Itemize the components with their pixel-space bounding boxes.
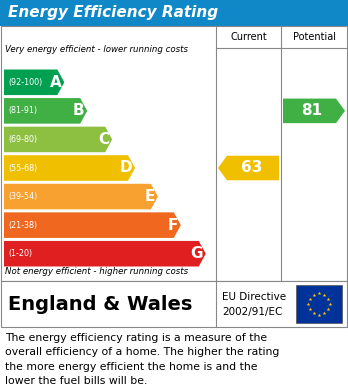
Polygon shape — [283, 99, 345, 123]
Text: Current: Current — [230, 32, 267, 42]
Text: (1-20): (1-20) — [8, 249, 32, 258]
Text: Potential: Potential — [293, 32, 336, 42]
Text: 2002/91/EC: 2002/91/EC — [222, 307, 282, 317]
Text: 63: 63 — [241, 160, 262, 176]
Polygon shape — [4, 184, 158, 209]
Polygon shape — [4, 70, 64, 95]
Text: Not energy efficient - higher running costs: Not energy efficient - higher running co… — [5, 267, 188, 276]
Polygon shape — [218, 156, 279, 180]
Text: (92-100): (92-100) — [8, 78, 42, 87]
Bar — [0, 0, 348, 26]
Text: EU Directive: EU Directive — [222, 292, 286, 302]
Text: The energy efficiency rating is a measure of the
overall efficiency of a home. T: The energy efficiency rating is a measur… — [5, 333, 279, 386]
Text: England & Wales: England & Wales — [8, 294, 192, 314]
Text: (39-54): (39-54) — [8, 192, 37, 201]
Text: (55-68): (55-68) — [8, 163, 37, 172]
Bar — [1, 281, 347, 327]
Text: (21-38): (21-38) — [8, 221, 37, 230]
Polygon shape — [4, 241, 206, 267]
Polygon shape — [4, 127, 112, 152]
Text: 81: 81 — [301, 103, 322, 118]
Text: E: E — [144, 189, 155, 204]
Polygon shape — [4, 155, 135, 181]
Text: G: G — [190, 246, 203, 261]
Text: (69-80): (69-80) — [8, 135, 37, 144]
Text: F: F — [167, 218, 178, 233]
Polygon shape — [4, 212, 181, 238]
Text: Very energy efficient - lower running costs: Very energy efficient - lower running co… — [5, 45, 188, 54]
Text: D: D — [119, 160, 132, 176]
Bar — [1, 26, 347, 281]
Text: Energy Efficiency Rating: Energy Efficiency Rating — [8, 5, 218, 20]
Bar — [296, 285, 342, 323]
Text: A: A — [49, 75, 61, 90]
Text: B: B — [73, 103, 84, 118]
Text: C: C — [98, 132, 109, 147]
Text: (81-91): (81-91) — [8, 106, 37, 115]
Polygon shape — [4, 98, 87, 124]
